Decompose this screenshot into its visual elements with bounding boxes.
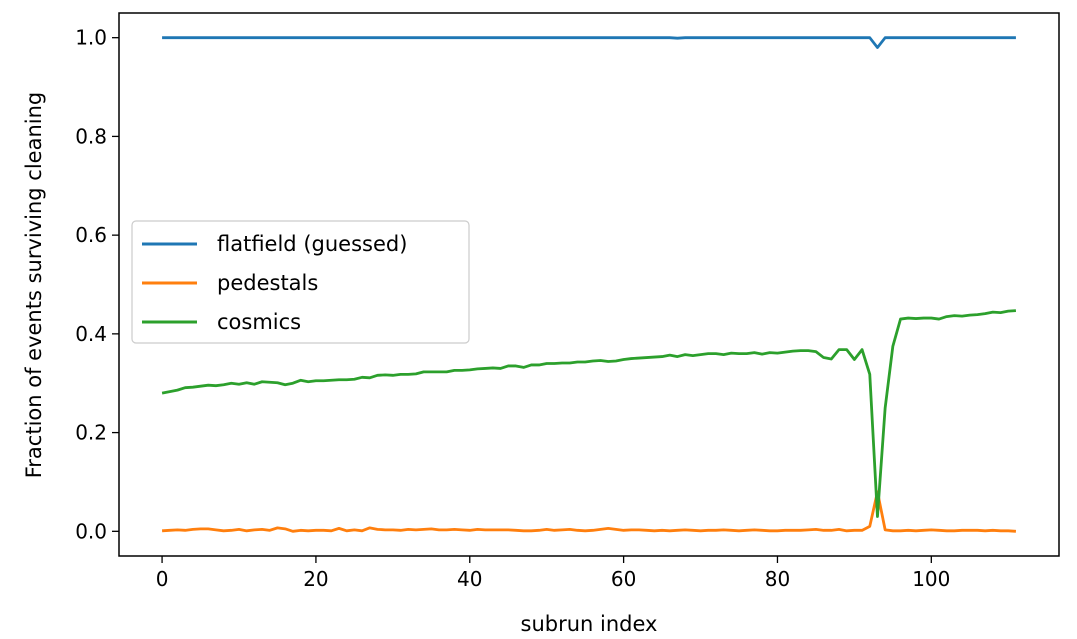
x-tick-label: 0 [156, 567, 169, 591]
y-tick-label: 0.2 [75, 421, 107, 445]
x-tick-label: 60 [611, 567, 636, 591]
axes-layer: 0 20 40 60 80 100 0.0 0.2 0.4 0.6 0.8 1.0 [75, 26, 950, 591]
x-tick-label: 100 [912, 567, 950, 591]
y-tick-label: 0.4 [75, 322, 107, 346]
series-line-flatfield-guessed [162, 36, 1016, 49]
x-tick-label: 80 [765, 567, 790, 591]
y-tick-label: 1.0 [75, 26, 107, 50]
legend-label-cosmics: cosmics [217, 310, 301, 334]
legend-box [131, 220, 470, 344]
y-axis-label: Fraction of events surviving cleaning [22, 92, 46, 479]
legend: flatfield (guessed) pedestals cosmics [131, 220, 470, 344]
axes-frame [118, 12, 1060, 557]
y-tick-label: 0.6 [75, 223, 107, 247]
series-line-pedestals [161, 490, 1017, 533]
y-tick-label: 0.0 [75, 519, 107, 543]
y-tick-label: 0.8 [75, 124, 107, 148]
x-tick-label: 40 [457, 567, 482, 591]
series-layer [161, 36, 1017, 533]
legend-label-flatfield: flatfield (guessed) [217, 232, 407, 256]
x-tick-label: 20 [303, 567, 328, 591]
series-line-cosmics [161, 309, 1017, 518]
legend-label-pedestals: pedestals [217, 271, 318, 295]
x-axis-label: subrun index [521, 612, 658, 636]
